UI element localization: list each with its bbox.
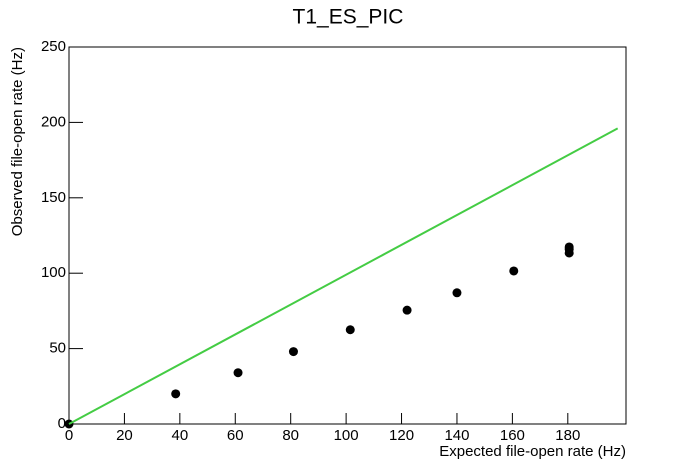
x-tick-label: 140 (444, 427, 469, 444)
data-point (288, 347, 298, 357)
x-tick-label: 80 (282, 427, 299, 444)
y-tick-label: 100 (41, 264, 66, 281)
x-tick-label: 100 (334, 427, 359, 444)
x-tick-label: 180 (555, 427, 580, 444)
x-tick-label: 40 (172, 427, 189, 444)
data-point (345, 325, 355, 335)
x-tick-label: 160 (500, 427, 525, 444)
x-tick-label: 60 (227, 427, 244, 444)
plot-frame (68, 46, 627, 425)
fit-line (68, 127, 619, 425)
chart-title: T1_ES_PIC (293, 6, 404, 29)
x-tick-label: 120 (389, 427, 414, 444)
y-tick-label: 0 (58, 415, 66, 432)
data-point (171, 389, 181, 399)
data-point (509, 266, 519, 276)
x-tick-label: 0 (65, 427, 73, 444)
x-tick-label: 20 (116, 427, 133, 444)
x-axis-title: Expected file-open rate (Hz) (439, 443, 626, 460)
data-point (452, 288, 462, 298)
data-point (233, 368, 243, 378)
y-tick-label: 50 (49, 340, 66, 357)
data-point (402, 305, 412, 315)
y-tick-label: 200 (41, 113, 66, 130)
y-axis-title: Observed file-open rate (Hz) (9, 47, 26, 236)
data-point (564, 248, 574, 258)
y-tick-label: 150 (41, 189, 66, 206)
y-tick-label: 250 (41, 38, 66, 55)
